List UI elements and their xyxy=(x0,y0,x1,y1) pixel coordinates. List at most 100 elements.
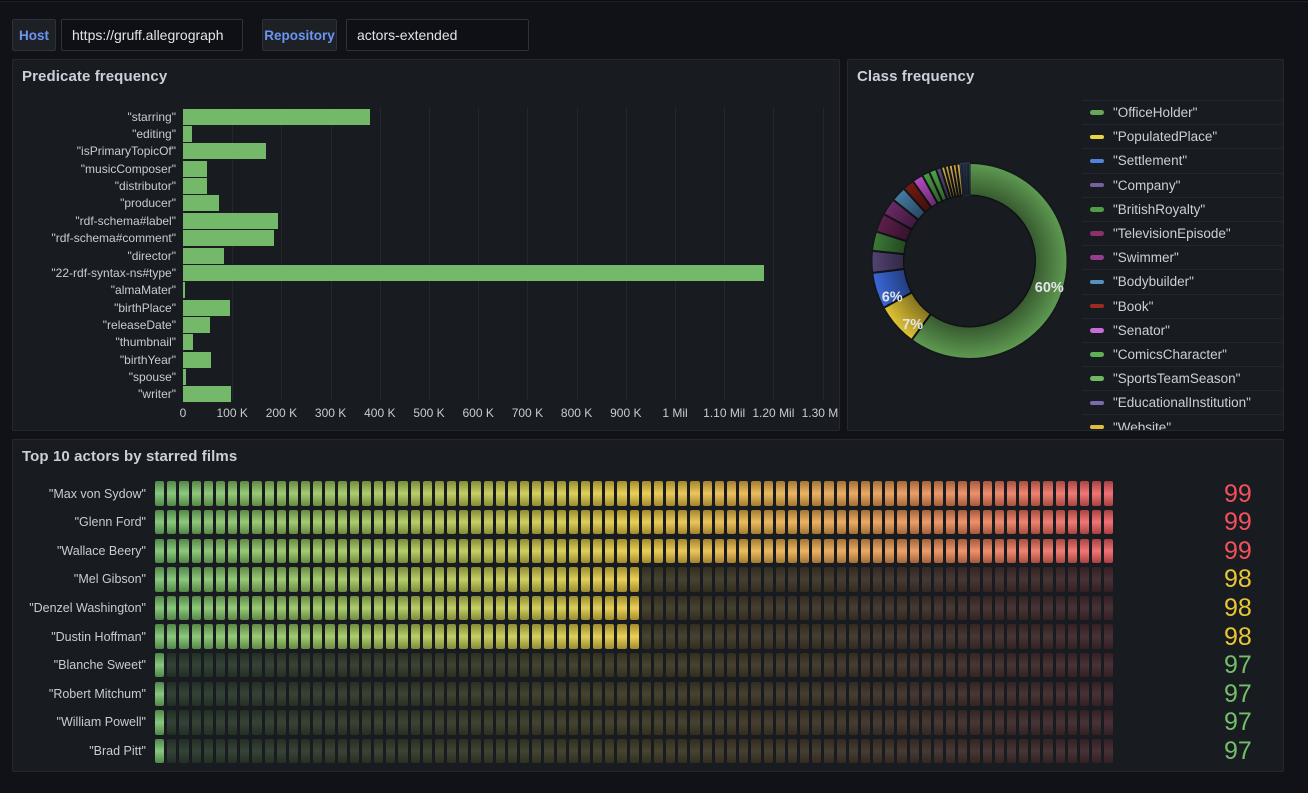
legend-row[interactable]: "Book" xyxy=(1082,293,1283,318)
gauge-cell xyxy=(1092,652,1102,678)
bar[interactable] xyxy=(183,316,210,333)
gauge-cell xyxy=(726,509,737,535)
gauge-cell xyxy=(787,567,798,592)
legend-row[interactable]: "Senator" xyxy=(1082,317,1283,342)
gauge-cell xyxy=(520,624,530,649)
gauge-cell xyxy=(800,595,810,621)
gauge-value: 99 xyxy=(1224,479,1252,508)
legend-row[interactable]: "Website" xyxy=(1082,414,1283,430)
gauge-cell xyxy=(933,567,944,592)
gauge-cell xyxy=(325,595,335,621)
gauge-cell xyxy=(532,710,542,735)
gauge-cell xyxy=(897,538,907,564)
gauge-cell xyxy=(264,652,274,678)
bar[interactable] xyxy=(183,195,220,212)
bar[interactable] xyxy=(183,247,224,264)
bar[interactable] xyxy=(183,264,764,281)
legend-row[interactable]: "Company" xyxy=(1082,172,1283,197)
panel-title-top10-actors[interactable]: Top 10 actors by starred films xyxy=(22,448,238,465)
gauge-cell xyxy=(447,652,457,678)
legend-row[interactable]: "SportsTeamSeason" xyxy=(1082,366,1283,390)
pie-slice[interactable] xyxy=(965,162,970,197)
bar[interactable] xyxy=(183,126,192,143)
gauge-cell xyxy=(179,624,189,649)
variable-input-repository[interactable] xyxy=(346,19,529,51)
gauge-cell xyxy=(544,538,554,564)
gauge-cell xyxy=(860,738,871,764)
gauge-cell xyxy=(714,681,724,707)
legend-label: "ComicsCharacter" xyxy=(1113,346,1227,362)
legend-row[interactable]: "Settlement" xyxy=(1082,148,1283,172)
legend-row[interactable]: "Bodybuilder" xyxy=(1082,269,1283,293)
legend-row[interactable]: "PopulatedPlace" xyxy=(1082,124,1283,148)
gauge-cell xyxy=(203,710,213,735)
legend-label: "Swimmer" xyxy=(1113,250,1179,266)
gauge-cell xyxy=(836,509,846,535)
legend-row[interactable]: "EducationalInstitution" xyxy=(1082,390,1283,414)
gauge-cell xyxy=(191,509,201,535)
gauge-cell xyxy=(775,567,785,592)
gauge-cell xyxy=(228,595,238,621)
gauge-cell xyxy=(897,595,907,621)
bar[interactable] xyxy=(183,143,266,160)
bar[interactable] xyxy=(183,160,208,177)
gauge-cell xyxy=(994,681,1004,707)
gauge-cell xyxy=(629,567,639,592)
variable-input-host[interactable] xyxy=(61,19,243,51)
gauge-cell xyxy=(203,538,213,564)
bar[interactable] xyxy=(183,212,278,229)
gauge-cell xyxy=(617,538,627,564)
legend-row[interactable]: "ComicsCharacter" xyxy=(1082,341,1283,366)
bar[interactable] xyxy=(183,386,232,403)
legend-row[interactable]: "TelevisionEpisode" xyxy=(1082,220,1283,245)
gauge-cell xyxy=(1019,652,1029,678)
gauge-cell xyxy=(666,652,676,678)
bar[interactable] xyxy=(183,178,207,195)
gauge-cell xyxy=(848,652,858,678)
gauge-cell xyxy=(568,538,578,564)
gauge-cell xyxy=(459,509,469,535)
gauge-cell xyxy=(933,624,944,649)
bar[interactable] xyxy=(183,334,194,351)
gauge-cell xyxy=(982,738,992,764)
gauge-cell xyxy=(593,509,603,535)
category-label: "birthPlace" xyxy=(114,300,176,315)
gauge-cell xyxy=(1067,738,1077,764)
gauge-cell xyxy=(824,538,834,564)
gauge-cell xyxy=(666,624,676,649)
bar[interactable] xyxy=(183,108,370,125)
gauge-cell xyxy=(544,509,554,535)
gauge-cell xyxy=(1104,738,1114,764)
legend-row[interactable]: "BritishRoyalty" xyxy=(1082,196,1283,221)
gauge-cell xyxy=(1055,538,1065,564)
gauge-cell xyxy=(447,481,457,506)
gauge-cell xyxy=(751,509,761,535)
legend-row[interactable]: "OfficeHolder" xyxy=(1082,100,1283,124)
gauge-cell xyxy=(812,481,822,506)
gauge-cell xyxy=(1055,652,1065,678)
gauge-cell xyxy=(787,710,798,735)
gauge-cell xyxy=(410,738,420,764)
legend-label: "Website" xyxy=(1113,419,1172,430)
gauge-cell xyxy=(179,509,189,535)
gauge-cell xyxy=(520,509,530,535)
bar[interactable] xyxy=(183,351,211,368)
gauge-cell xyxy=(167,595,177,621)
gauge-cell xyxy=(349,738,359,764)
bar[interactable] xyxy=(183,368,186,385)
gauge-value: 97 xyxy=(1224,679,1252,708)
panel-title-class-frequency[interactable]: Class frequency xyxy=(857,68,975,85)
gauge-cell xyxy=(215,595,226,621)
gauge-cell xyxy=(1006,738,1017,764)
bar[interactable] xyxy=(183,230,274,247)
gauge-cell xyxy=(848,681,858,707)
bar[interactable] xyxy=(183,282,185,299)
panel-title-predicate-frequency[interactable]: Predicate frequency xyxy=(22,68,168,85)
legend-swatch xyxy=(1090,207,1104,212)
bar[interactable] xyxy=(183,299,230,316)
gauge-cell xyxy=(228,710,238,735)
gauge-cell xyxy=(946,509,956,535)
gauge-cell xyxy=(434,538,445,564)
legend-row[interactable]: "Swimmer" xyxy=(1082,245,1283,269)
gauge-cell xyxy=(313,595,323,621)
